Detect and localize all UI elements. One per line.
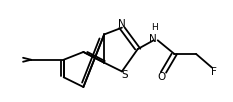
Text: H: H — [151, 23, 158, 32]
Text: N: N — [148, 34, 156, 44]
Text: O: O — [157, 72, 165, 82]
Text: N: N — [118, 19, 126, 29]
Text: F: F — [211, 67, 217, 76]
Text: S: S — [121, 70, 127, 80]
